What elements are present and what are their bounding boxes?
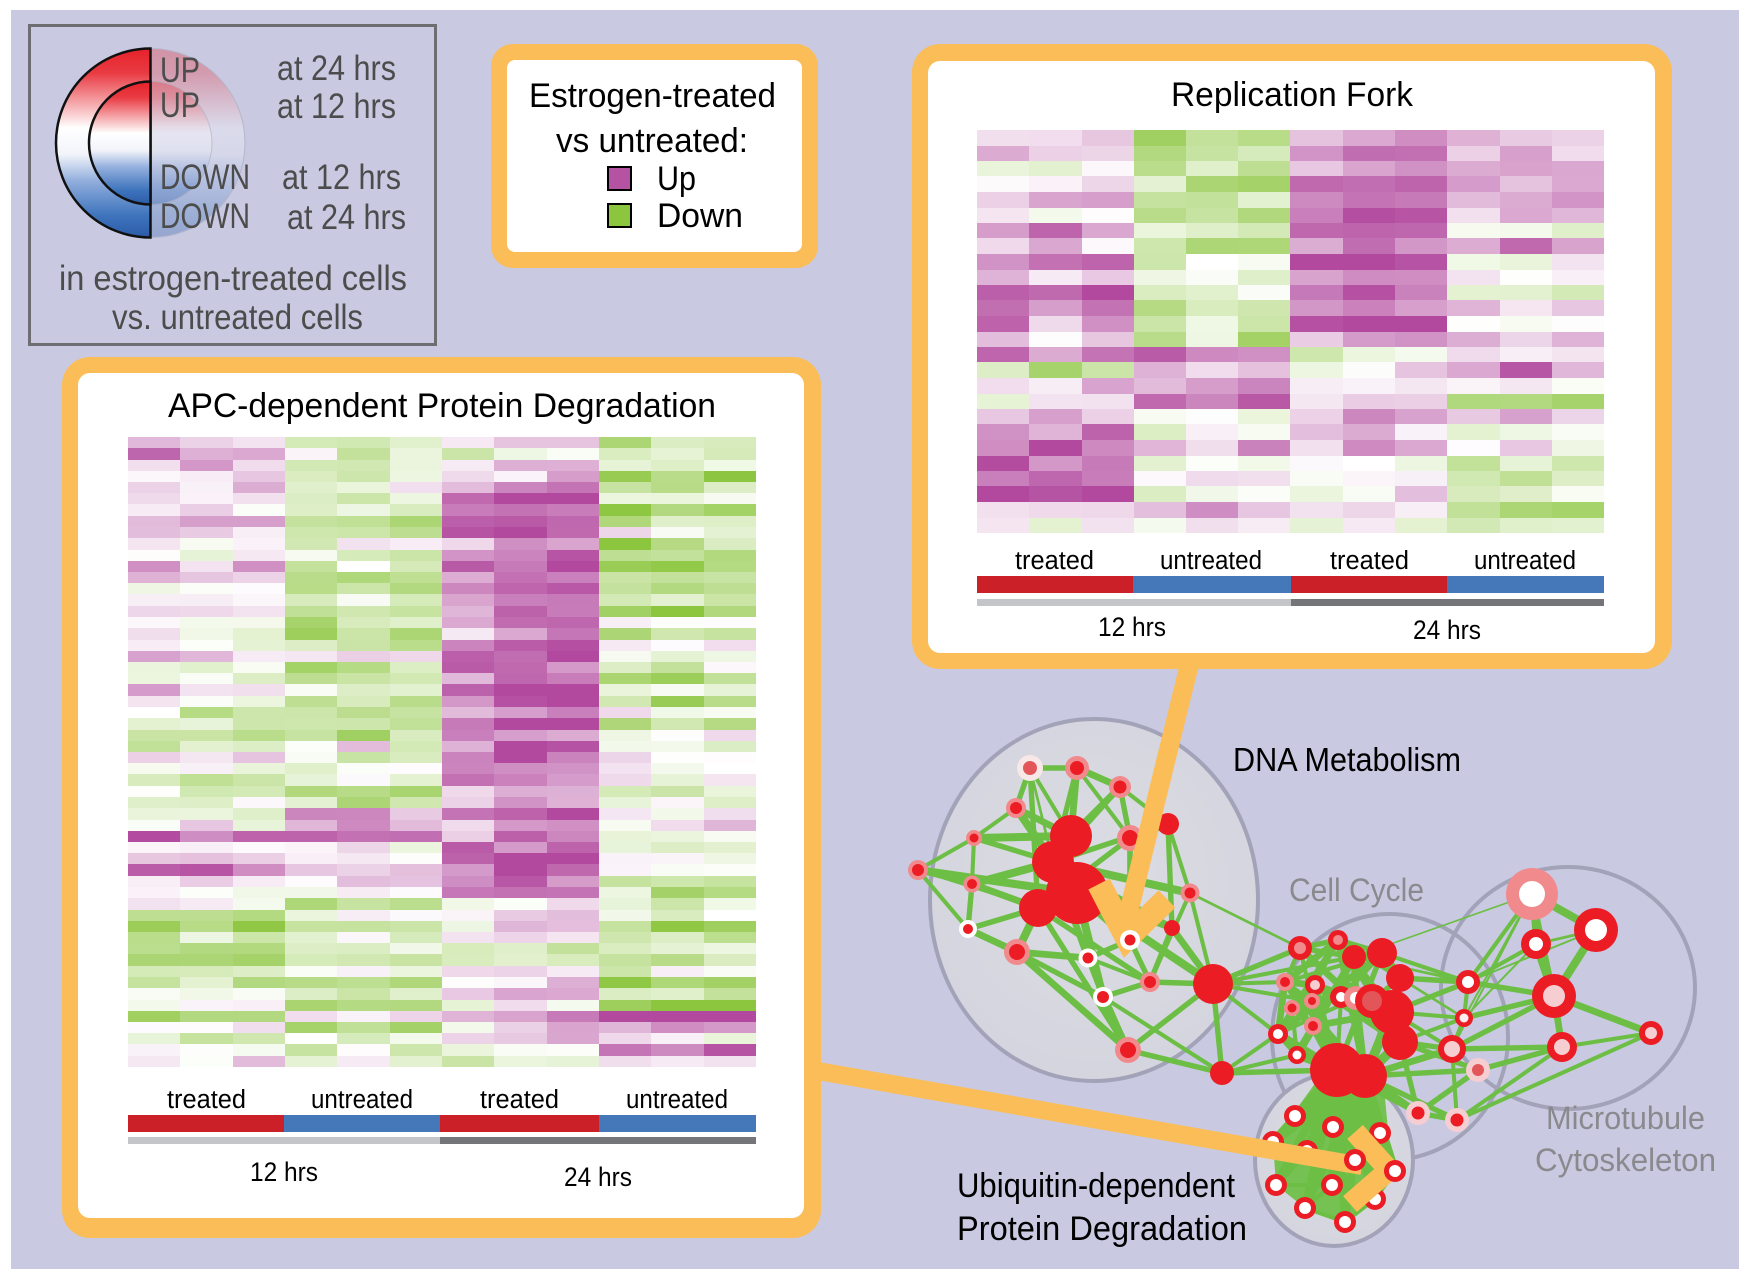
- svg-text:Cell Cycle: Cell Cycle: [1289, 872, 1424, 908]
- svg-text:24 hrs: 24 hrs: [564, 1162, 632, 1192]
- svg-text:Down: Down: [657, 197, 743, 235]
- svg-text:treated: treated: [1015, 547, 1094, 575]
- svg-text:DNA Metabolism: DNA Metabolism: [1233, 742, 1461, 779]
- svg-text:Cytoskeleton: Cytoskeleton: [1535, 1142, 1716, 1178]
- svg-text:vs. untreated cells: vs. untreated cells: [112, 298, 363, 337]
- svg-text:in estrogen-treated cells: in estrogen-treated cells: [59, 259, 407, 298]
- svg-text:Estrogen-treated: Estrogen-treated: [529, 77, 776, 115]
- svg-text:Replication Fork: Replication Fork: [1171, 76, 1414, 114]
- svg-text:Ubiquitin-dependent: Ubiquitin-dependent: [957, 1167, 1235, 1205]
- svg-text:24 hrs: 24 hrs: [1413, 615, 1481, 645]
- svg-text:untreated: untreated: [626, 1086, 728, 1114]
- svg-text:untreated: untreated: [311, 1086, 413, 1114]
- svg-text:treated: treated: [167, 1086, 246, 1114]
- svg-text:treated: treated: [1330, 547, 1409, 575]
- svg-text:treated: treated: [480, 1086, 559, 1114]
- svg-text:at 24 hrs: at 24 hrs: [277, 49, 396, 88]
- svg-text:at 12 hrs: at 12 hrs: [277, 87, 396, 126]
- svg-text:DOWN: DOWN: [160, 197, 250, 236]
- svg-text:Up: Up: [657, 160, 696, 198]
- svg-text:vs untreated:: vs untreated:: [556, 122, 748, 160]
- svg-text:Microtubule: Microtubule: [1546, 1100, 1705, 1136]
- svg-text:at 24 hrs: at 24 hrs: [287, 198, 406, 237]
- svg-text:Protein Degradation: Protein Degradation: [957, 1210, 1247, 1248]
- svg-text:at 12 hrs: at 12 hrs: [282, 158, 401, 197]
- svg-text:UP: UP: [160, 86, 200, 125]
- svg-text:DOWN: DOWN: [160, 158, 250, 197]
- svg-text:12 hrs: 12 hrs: [1098, 612, 1166, 642]
- svg-text:untreated: untreated: [1160, 547, 1262, 575]
- svg-text:12 hrs: 12 hrs: [250, 1157, 318, 1187]
- svg-text:UP: UP: [160, 51, 200, 90]
- svg-text:untreated: untreated: [1474, 547, 1576, 575]
- svg-text:APC-dependent Protein Degradat: APC-dependent Protein Degradation: [168, 387, 716, 425]
